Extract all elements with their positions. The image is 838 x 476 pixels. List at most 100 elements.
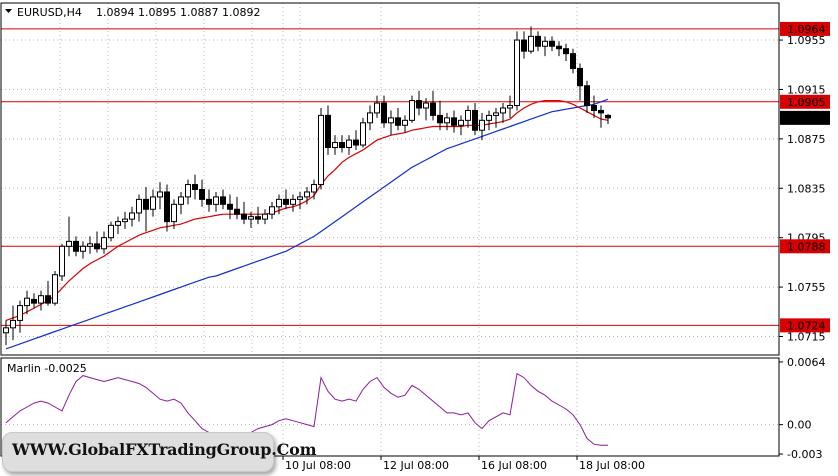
candle xyxy=(563,43,569,62)
level-price-tag xyxy=(780,94,830,109)
candle-body-bullish xyxy=(276,198,282,208)
candle-body-bullish xyxy=(311,184,317,193)
candle-body-bullish xyxy=(59,245,65,277)
candle-body-bearish xyxy=(143,198,149,210)
candle-body-bullish xyxy=(101,237,107,250)
candle xyxy=(101,231,107,254)
candle xyxy=(94,231,100,253)
candle xyxy=(346,135,352,155)
candle-body-bullish xyxy=(493,112,499,116)
candle-body-bearish xyxy=(416,100,422,109)
watermark-badge xyxy=(2,432,274,472)
candle xyxy=(570,48,576,74)
oscillator-tick-label: -0.003 xyxy=(787,448,822,461)
indicator-label: Marlin -0.0025 xyxy=(7,362,87,375)
time-axis: 10 Jul 08:00 12 Jul 08:00 16 Jul 08:00 18 J… xyxy=(282,456,645,472)
candle xyxy=(10,305,16,341)
price-tags: 1.0964 1.0905 1.0788 1.0724 1.0892 xyxy=(780,21,830,333)
candle xyxy=(31,293,37,309)
candle xyxy=(542,36,548,57)
candle xyxy=(591,95,597,118)
candle xyxy=(136,194,142,222)
level-price-label: 1.0724 xyxy=(787,319,826,332)
candle xyxy=(206,189,212,212)
candle-body-bearish xyxy=(192,184,198,190)
candle xyxy=(500,103,506,123)
candle xyxy=(171,199,177,230)
candle xyxy=(129,206,135,227)
oscillator-layer xyxy=(1,372,779,446)
level-price-label: 1.0964 xyxy=(787,23,826,36)
candle-body-bullish xyxy=(332,142,338,149)
price-tick-label: 1.0875 xyxy=(787,133,826,146)
level-price-label: 1.0788 xyxy=(787,240,826,253)
candle xyxy=(521,31,527,59)
candle-body-bullish xyxy=(17,305,23,321)
candle-body-bearish xyxy=(577,67,583,87)
candle-body-bullish xyxy=(178,196,184,205)
symbol-label: EURUSD,H4 xyxy=(17,6,82,19)
price-tick-label: 1.0955 xyxy=(787,34,826,47)
candle xyxy=(402,115,408,133)
candle xyxy=(262,209,268,225)
candle-body-bearish xyxy=(430,102,436,116)
candle-body-bullish xyxy=(528,35,534,52)
candle xyxy=(493,107,499,128)
candle-body-bearish xyxy=(255,216,261,220)
candle xyxy=(115,216,121,234)
candle xyxy=(52,271,58,306)
candle-body-bearish xyxy=(73,240,79,252)
chart-menu-triangle-icon[interactable] xyxy=(5,9,12,13)
candle xyxy=(451,110,457,133)
candle-body-bullish xyxy=(444,117,450,124)
candle xyxy=(304,187,310,205)
time-tick-label: 18 Jul 08:00 xyxy=(579,459,645,472)
candle-body-bullish xyxy=(318,114,324,186)
candle-body-bullish xyxy=(374,102,380,114)
candle xyxy=(311,179,317,200)
candle-body-bearish xyxy=(451,117,457,126)
candles-layer xyxy=(3,26,611,346)
candle-body-bullish xyxy=(465,109,471,121)
candle-body-bearish xyxy=(605,114,611,119)
level-lines xyxy=(1,28,779,326)
candle xyxy=(157,182,163,210)
main-pane-border xyxy=(0,2,780,356)
candle xyxy=(3,320,9,346)
chart-frame xyxy=(0,2,780,457)
candle xyxy=(108,221,114,242)
level-price-label: 1.0905 xyxy=(787,96,826,109)
candle-body-bearish xyxy=(570,53,576,69)
candle xyxy=(353,130,359,150)
candle xyxy=(360,117,366,148)
candle xyxy=(213,191,219,212)
candle-body-bullish xyxy=(157,191,163,198)
candle xyxy=(395,107,401,131)
candle-body-bullish xyxy=(262,213,268,220)
candle xyxy=(458,115,464,136)
candle-body-bullish xyxy=(367,112,373,124)
candle-body-bullish xyxy=(115,221,121,226)
slow-moving-average-line xyxy=(5,98,609,350)
candle-body-bearish xyxy=(241,213,247,220)
candle xyxy=(465,105,471,128)
candle xyxy=(45,280,51,306)
candle xyxy=(514,31,520,111)
candle xyxy=(318,107,324,190)
candle xyxy=(66,216,72,257)
candle-body-bearish xyxy=(395,117,401,126)
candle-body-bearish xyxy=(325,114,331,149)
candle xyxy=(178,191,184,215)
candle-body-bullish xyxy=(360,122,366,146)
level-price-tag xyxy=(780,21,830,36)
candle-body-bearish xyxy=(339,142,345,149)
candle-body-bullish xyxy=(87,243,93,247)
candle-body-bearish xyxy=(472,109,478,131)
candle xyxy=(556,41,562,57)
candle xyxy=(374,95,380,118)
candle xyxy=(598,105,604,128)
current-price-label: 1.0892 xyxy=(787,112,826,125)
candle-body-bullish xyxy=(458,119,464,126)
candle xyxy=(143,187,149,232)
